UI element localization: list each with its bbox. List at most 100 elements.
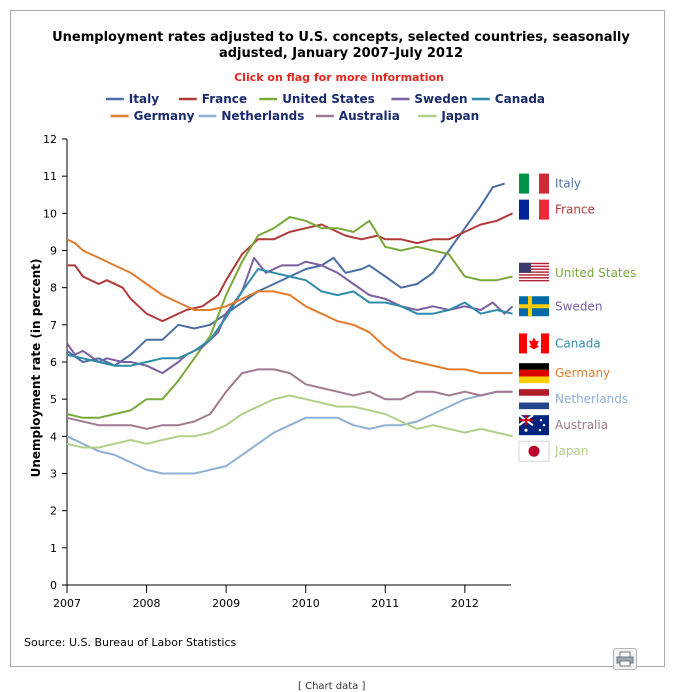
legend-label-australia: Australia [339,109,400,123]
x-tick-label: 2008 [133,597,161,610]
chart: Unemployment rates adjusted to U.S. conc… [24,30,636,649]
series-line-sweden [66,256,514,375]
printer-icon [616,651,634,667]
legend-label-france: France [202,92,247,106]
flag-united-states[interactable] [519,262,549,282]
flag-japan[interactable] [518,440,550,462]
flag-legend: Italy France United States Sweden Canada Germ… [518,173,636,462]
y-tick-label: 5 [50,393,57,406]
x-tick-label: 2009 [212,597,240,610]
y-tick-label: 3 [50,468,57,481]
chart-title-line-1: Unemployment rates adjusted to U.S. conc… [52,30,630,45]
flag-label-france: France [555,203,595,217]
flag-band [541,333,549,354]
series-line-united-states [66,216,513,419]
flag-stripe [519,363,549,370]
flag-stripe [519,199,529,220]
flag-label-italy: Italy [555,177,581,191]
flag-stripe [519,369,549,377]
flag-stripe [539,173,549,194]
star-icon [538,428,542,432]
flag-label-australia: Australia [555,418,608,432]
star-icon [524,428,528,432]
flag-stripe [519,265,549,268]
y-axis-label: Unemployment rate (in percent) [29,259,43,478]
y-axis-label-group: Unemployment rate (in percent) [29,259,43,478]
legend-label-united-states: United States [282,92,375,106]
flag-netherlands[interactable] [519,389,549,410]
flag-stripe [519,277,549,279]
chart-data-link[interactable]: [ Chart data ] [298,681,366,692]
y-tick-label: 9 [50,245,57,258]
legend-label-sweden: Sweden [414,92,467,106]
flag-label-canada: Canada [555,336,601,350]
y-tick-label: 4 [50,430,57,443]
star-icon [542,423,546,427]
flag-band [519,333,527,354]
flag-stripe [519,389,549,396]
y-tick-label: 2 [50,505,57,518]
y-tick-label: 0 [50,579,57,592]
flag-australia[interactable] [518,414,549,436]
series-line-france [67,212,514,323]
series-line-germany [66,238,513,375]
y-tick-label: 7 [50,319,57,332]
y-tick-label: 8 [50,282,57,295]
chart-title-line-2: adjusted, January 2007–July 2012 [219,46,463,61]
maple-leaf-icon [529,337,539,350]
series-line-japan [66,394,513,449]
y-tick-label: 12 [43,133,57,146]
flag-stripe [519,173,529,194]
y-tick-label: 11 [43,170,57,183]
flag-stripe [529,173,539,194]
flag-label-netherlands: Netherlands [555,392,628,406]
legend-label-japan: Japan [440,109,479,123]
flag-canton [519,262,531,273]
flag-stripe [519,274,549,276]
legend-label-italy: Italy [129,92,159,106]
legend: Italy France United States Sweden Canada Germ… [105,92,545,123]
flag-italy[interactable] [519,173,549,194]
series-line-italy [66,182,505,367]
flag-france[interactable] [519,199,549,220]
flag-canada[interactable] [519,333,549,354]
chart-frame: Unemployment rates adjusted to U.S. conc… [10,10,665,670]
source-note: Source: U.S. Bureau of Labor Statistics [24,636,237,649]
star-icon [539,418,543,422]
flag-stripe [519,271,549,273]
x-tick-label: 2011 [371,597,399,610]
flag-label-japan: Japan [554,444,588,458]
chart-subtitle: Click on flag for more information [234,71,444,84]
flag-stripe [539,199,549,220]
legend-label-germany: Germany [134,109,195,123]
x-tick-label: 2012 [451,597,479,610]
y-tick-label: 10 [43,207,57,220]
union-jack-cross [519,419,533,422]
series-line-netherlands [66,390,513,475]
y-tick-label: 6 [50,356,57,369]
flag-label-sweden: Sweden [555,299,602,313]
print-button[interactable] [613,648,637,670]
flag-stripe [519,279,549,282]
flag-label-united-states: United States [555,266,636,280]
legend-label-canada: Canada [495,92,545,106]
flag-stripe [519,395,549,403]
x-tick-label: 2010 [292,597,320,610]
flag-germany[interactable] [519,363,549,384]
flag-stripe [519,262,549,265]
plot-area [66,182,514,475]
flag-sweden[interactable] [519,296,549,317]
flag-stripe [529,199,539,220]
series-line-canada [66,268,513,367]
flag-stripe [519,376,549,384]
y-tick-label: 1 [50,542,57,555]
x-tick-label: 2007 [53,597,81,610]
flag-label-germany: Germany [555,366,610,380]
legend-label-netherlands: Netherlands [221,109,304,123]
flag-stripe [519,268,549,270]
flag-stripe [519,402,549,410]
flag-cross-h [519,304,549,309]
series-line-australia [66,368,513,430]
sun-disc-icon [528,445,540,457]
